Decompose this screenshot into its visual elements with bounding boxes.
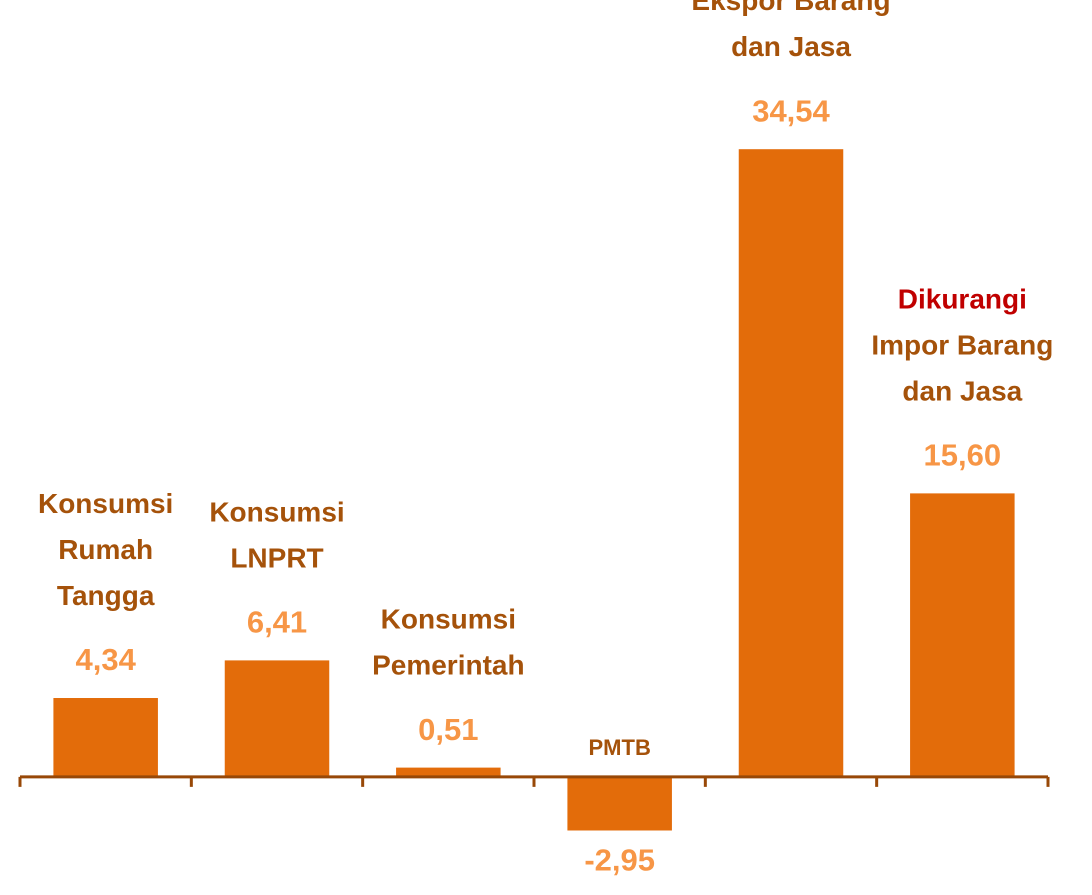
category-label-line: dan Jasa: [902, 376, 1022, 407]
value-label: 6,41: [247, 605, 307, 640]
bar: [224, 660, 330, 777]
bar: [567, 776, 672, 831]
category-label-line: LNPRT: [230, 543, 323, 574]
value-label: 0,51: [418, 712, 478, 747]
category-label: Ekspor Barang dan Jasa: [691, 0, 890, 63]
category-label: Konsumsi Rumah Tangga: [38, 488, 173, 611]
category-label-line: PMTB: [589, 735, 651, 760]
value-label: 4,34: [75, 642, 136, 677]
bar: [738, 149, 844, 777]
category-label-line: dan Jasa: [731, 32, 851, 63]
value-label: -2,95: [584, 843, 655, 878]
value-label: 34,54: [752, 93, 830, 128]
category-label-line: Konsumsi: [209, 497, 344, 528]
category-label: Dikurangi Impor Barang dan Jasa: [871, 284, 1053, 407]
category-label-line: Konsumsi: [381, 604, 516, 635]
category-label: PMTB: [589, 735, 651, 760]
category-label-line: Impor Barang: [871, 330, 1053, 361]
category-label-line: Pemerintah: [372, 650, 525, 681]
value-label: 15,60: [924, 438, 1002, 473]
bar: [396, 767, 501, 777]
category-label: Konsumsi LNPRT: [209, 497, 344, 574]
category-label-line: Dikurangi: [898, 284, 1027, 315]
category-label-line: Konsumsi: [38, 488, 173, 519]
category-label: Konsumsi Pemerintah: [372, 604, 525, 681]
category-label-line: Ekspor Barang: [691, 0, 890, 17]
bar: [910, 493, 1015, 777]
category-label-line: Rumah: [58, 534, 153, 565]
bar: [53, 698, 158, 777]
category-label-line: Tangga: [57, 580, 155, 611]
